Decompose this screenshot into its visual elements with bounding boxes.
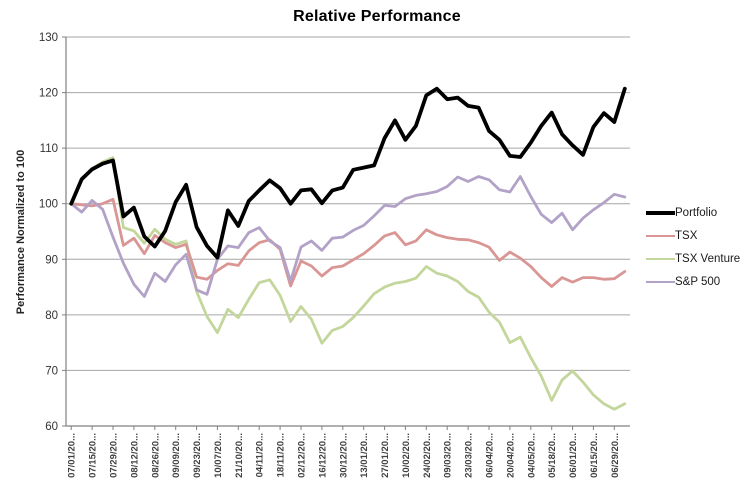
legend-item-tsx-venture: TSX Venture — [646, 252, 740, 266]
x-tick-label: 20/04/20... — [505, 433, 516, 478]
x-tick-label: 30/12/20... — [338, 433, 349, 478]
x-tick-label: 10/02/20... — [401, 433, 412, 478]
y-tick-label: 100 — [39, 199, 58, 211]
x-tick-label: 06/04/20... — [485, 433, 496, 478]
y-tick-label: 110 — [40, 143, 58, 155]
y-tick-label: 130 — [39, 32, 58, 44]
legend-swatch-s-p-500-line-icon — [646, 280, 675, 284]
legend-swatch-tsx-line-icon — [646, 234, 675, 238]
legend-swatch-portfolio-line-icon — [646, 211, 675, 215]
legend-label: S&P 500 — [675, 276, 721, 288]
x-tick-label: 06/15/20... — [589, 433, 600, 478]
x-tick-label: 08/12/20... — [129, 433, 140, 478]
y-tick-label: 80 — [45, 310, 58, 322]
chart-title: Relative Performance — [293, 8, 461, 25]
x-tick-label: 04/05/20... — [526, 433, 537, 478]
y-tick-label: 70 — [45, 365, 58, 377]
x-tick-label: 06/29/20... — [610, 433, 621, 478]
legend-item-portfolio: Portfolio — [646, 206, 740, 220]
x-tick-label: 13/01/20... — [359, 433, 370, 478]
x-tick-label: 02/12/20... — [297, 433, 308, 478]
legend-label: Portfolio — [675, 207, 718, 219]
legend-label: TSX — [675, 230, 698, 242]
x-tick-label: 09/09/20... — [171, 433, 182, 478]
x-tick-label: 27/01/20... — [380, 433, 391, 478]
legend-swatch-tsx-venture-line-icon — [646, 257, 675, 261]
y-axis-title: Performance Normalized to 100 — [15, 149, 27, 315]
y-tick-label: 60 — [45, 421, 58, 433]
legend: Portfolio TSX TSX Venture S&P 500 — [646, 206, 740, 298]
x-tick-label: 18/11/20... — [276, 433, 287, 477]
x-tick-label: 16/12/20... — [317, 433, 328, 478]
x-tick-label: 07/15/20... — [88, 433, 99, 478]
x-tick-label: 05/18/20... — [547, 433, 558, 478]
x-tick-label: 09/23/20... — [192, 433, 203, 478]
x-tick-label: 07/29/20... — [109, 433, 120, 478]
x-tick-label: 07/01/20... — [67, 433, 78, 478]
x-tick-label: 06/01/20... — [568, 433, 579, 478]
x-tick-label: 23/03/20... — [464, 433, 475, 478]
legend-item-tsx: TSX — [646, 229, 740, 243]
x-tick-label: 04/11/20... — [255, 433, 266, 477]
x-tick-label: 09/03/20... — [443, 433, 454, 478]
legend-item-s-p-500: S&P 500 — [646, 275, 740, 289]
series-line-s-p-500 — [69, 175, 627, 298]
y-tick-label: 90 — [45, 254, 58, 266]
series-line-tsx — [69, 197, 627, 288]
x-tick-label: 21/10/20... — [234, 433, 245, 478]
series-line-portfolio — [69, 86, 627, 260]
x-tick-label: 24/02/20... — [422, 433, 433, 478]
legend-label: TSX Venture — [675, 253, 741, 265]
x-tick-label: 08/26/20... — [150, 433, 161, 478]
y-tick-label: 120 — [39, 88, 58, 100]
x-tick-label: 10/07/20... — [213, 433, 224, 478]
axis-tick-labels: 130 120 110 100 90 80 70 60 07/01/20... 07/15/20.… — [39, 32, 621, 478]
series-line-tsx-venture — [69, 156, 627, 411]
